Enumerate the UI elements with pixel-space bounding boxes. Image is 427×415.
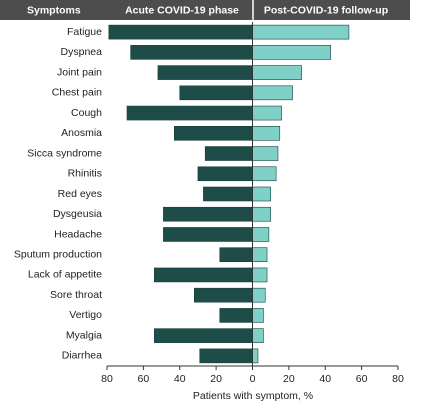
x-tick-label: 20	[210, 373, 222, 385]
category-label: Sicca syndrome	[27, 147, 102, 159]
category-label: Cough	[71, 107, 102, 119]
bar	[130, 45, 253, 60]
bar	[252, 186, 271, 202]
bar	[252, 166, 277, 182]
category-label: Anosmia	[61, 127, 102, 139]
x-tick-label: 60	[356, 373, 368, 385]
bar	[179, 85, 253, 101]
bar	[203, 186, 253, 202]
bar	[219, 308, 253, 323]
bar	[108, 24, 253, 40]
bar	[252, 105, 282, 121]
bar	[126, 105, 253, 121]
x-tick-label: 20	[283, 373, 295, 385]
bar	[252, 267, 268, 283]
category-label: Chest pain	[52, 87, 102, 99]
category-label: Sputum production	[14, 248, 102, 260]
x-tick-label: 80	[101, 373, 113, 385]
bar	[204, 146, 253, 161]
category-label: Myalgia	[66, 329, 102, 341]
category-label: Lack of appetite	[28, 269, 102, 281]
legend-left: Acute COVID-19 phase	[125, 4, 239, 16]
x-tick-label: 80	[392, 373, 404, 385]
bar	[194, 287, 253, 303]
bar	[252, 206, 271, 222]
bar	[173, 125, 253, 141]
category-label: Dysgeusia	[53, 208, 102, 220]
bar	[153, 328, 253, 343]
category-label: Sore throat	[50, 289, 102, 301]
header-band	[0, 0, 410, 20]
bar	[219, 247, 253, 263]
bar	[252, 24, 350, 40]
bar	[252, 65, 302, 80]
bar	[252, 287, 266, 303]
bar	[163, 227, 253, 242]
x-tick-label: 40	[174, 373, 186, 385]
category-label: Fatigue	[67, 26, 102, 38]
bar	[252, 328, 264, 343]
bar	[199, 348, 253, 364]
bar	[157, 65, 253, 80]
category-label: Diarrhea	[62, 350, 102, 362]
bar	[163, 206, 253, 222]
bar	[252, 247, 268, 263]
category-label: Red eyes	[58, 188, 102, 200]
legend-right: Post-COVID-19 follow-up	[264, 4, 388, 16]
x-tick-label: 60	[138, 373, 150, 385]
bar	[197, 166, 253, 182]
bar	[252, 227, 270, 242]
x-axis-title: Patients with symptom, %	[193, 390, 313, 402]
bar	[252, 125, 281, 141]
bar	[252, 308, 264, 323]
x-tick-label: 40	[319, 373, 331, 385]
x-tick-label: 0	[250, 373, 256, 385]
header-label: Symptoms	[27, 4, 81, 16]
category-label: Vertigo	[69, 309, 102, 321]
category-label: Dyspnea	[61, 46, 103, 58]
bar	[252, 146, 279, 161]
bar	[252, 85, 293, 101]
bar	[252, 45, 332, 60]
bar	[252, 348, 259, 364]
category-label: Headache	[54, 228, 102, 240]
category-label: Joint pain	[57, 66, 102, 78]
category-label: Rhinitis	[68, 168, 102, 180]
bar	[153, 267, 253, 283]
